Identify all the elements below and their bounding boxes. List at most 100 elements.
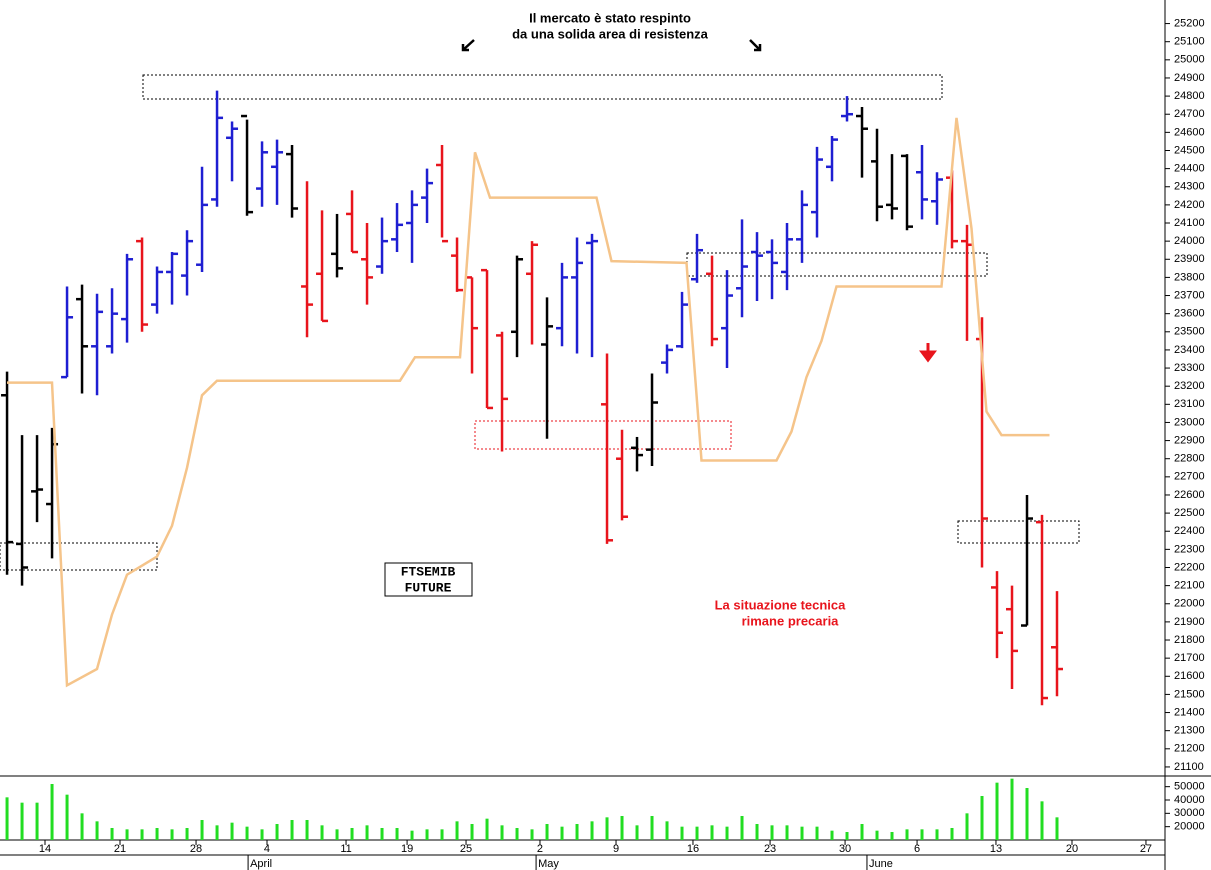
volume-bar (50, 784, 54, 840)
x-tick-label: 14 (39, 843, 51, 855)
volume-bar (215, 825, 219, 840)
y-tick-label: 22000 (1174, 598, 1205, 610)
y-tick-label: 24600 (1174, 126, 1205, 138)
volume-bar (635, 825, 639, 840)
y-tick-label: 21100 (1174, 761, 1204, 773)
volume-bar (425, 829, 429, 840)
y-tick-label: 50000 (1174, 781, 1205, 793)
y-tick-label: 24200 (1174, 199, 1205, 211)
volume-bar (800, 826, 804, 840)
y-tick-label: 23400 (1174, 344, 1205, 356)
label-box (384, 562, 473, 597)
volume-bar (200, 820, 204, 840)
indicator-line (7, 117, 1050, 688)
volume-bar (605, 817, 609, 840)
volume-bar (695, 826, 699, 840)
volume-bar (260, 829, 264, 840)
y-tick-label: 22900 (1174, 434, 1205, 446)
y-tick-label: 21800 (1174, 634, 1205, 646)
y-tick-label: 24300 (1174, 181, 1205, 193)
annotation: rimane precaria (742, 613, 840, 628)
volume-bar (530, 829, 534, 840)
y-tick-label: 22600 (1174, 489, 1205, 501)
y-tick-label: 23500 (1174, 326, 1205, 338)
y-tick-label: 22400 (1174, 525, 1205, 537)
volume-bar (455, 821, 459, 840)
y-tick-label: 30000 (1174, 807, 1205, 819)
volume-bar (1025, 788, 1029, 840)
volume-bar (515, 828, 519, 840)
y-tick-label: 24500 (1174, 144, 1205, 156)
volume-bar (995, 782, 999, 840)
volume-bar (110, 828, 114, 840)
volume-bar (410, 830, 414, 840)
volume-bar (185, 828, 189, 840)
x-tick-label: 27 (1140, 843, 1152, 855)
volume-bar (890, 832, 894, 840)
y-tick-label: 23000 (1174, 416, 1205, 428)
x-tick-label: 16 (687, 843, 699, 855)
resistance-zone (142, 74, 943, 100)
y-tick-label: 22800 (1174, 453, 1205, 465)
y-tick-label: 21500 (1174, 688, 1205, 700)
y-tick-label: 23700 (1174, 289, 1205, 301)
volume-bar (470, 824, 474, 840)
x-tick-label: 20 (1066, 843, 1078, 855)
y-tick-label: 22300 (1174, 543, 1205, 555)
volume-bar (320, 825, 324, 840)
volume-bar (950, 828, 954, 840)
x-tick-label: 9 (613, 843, 619, 855)
y-tick-label: 23900 (1174, 253, 1205, 265)
volume-bar (860, 824, 864, 840)
arrow (461, 39, 475, 52)
annotation: Il mercato è stato respinto (529, 10, 691, 25)
y-tick-label: 24400 (1174, 163, 1205, 175)
x-tick-label: 19 (401, 843, 413, 855)
x-tick-label: 6 (914, 843, 920, 855)
volume-bar (545, 824, 549, 840)
arrow (749, 39, 762, 52)
y-tick-label: 23300 (1174, 362, 1205, 374)
x-tick-label: 4 (264, 843, 270, 855)
y-tick-label: 23100 (1174, 398, 1205, 410)
volume-bar (440, 829, 444, 840)
y-tick-label: 22200 (1174, 561, 1205, 573)
zones (0, 74, 1080, 571)
volume-bar (140, 829, 144, 840)
y-tick-label: 23800 (1174, 271, 1205, 283)
volume-bar (305, 820, 309, 840)
volume-bar (965, 813, 969, 840)
zone (686, 252, 988, 277)
volume-bar (935, 829, 939, 840)
volume-bar (905, 829, 909, 840)
x-tick-label: 25 (460, 843, 472, 855)
volume-bar (680, 826, 684, 840)
y-tick-label: 22700 (1174, 471, 1205, 483)
x-tick-label: 11 (340, 843, 351, 855)
volume-bar (560, 826, 564, 840)
y-tick-label: 25000 (1174, 54, 1205, 66)
y-tick-label: 21600 (1174, 670, 1205, 682)
y-tick-label: 24000 (1174, 235, 1205, 247)
y-tick-label: 24800 (1174, 90, 1205, 102)
volume-bar (710, 825, 714, 840)
volume-bar (500, 825, 504, 840)
volume-bar (170, 829, 174, 840)
volume-bar (290, 820, 294, 840)
volume-bar (755, 824, 759, 840)
x-tick-label: 30 (839, 843, 851, 855)
volume-bar (5, 797, 9, 840)
x-tick-label: 13 (990, 843, 1002, 855)
y-tick-label: 23600 (1174, 308, 1205, 320)
zone (957, 520, 1080, 544)
annotation: La situazione tecnica (715, 597, 847, 612)
label: FUTURE (405, 580, 452, 595)
arrow (919, 343, 937, 363)
volume-bar (875, 830, 879, 840)
x-tick-label: 21 (114, 843, 126, 855)
x-tick-label: 28 (190, 843, 202, 855)
volume-bar (230, 822, 234, 840)
volume-bar (980, 796, 984, 840)
x-tick-label: 2 (537, 843, 543, 855)
